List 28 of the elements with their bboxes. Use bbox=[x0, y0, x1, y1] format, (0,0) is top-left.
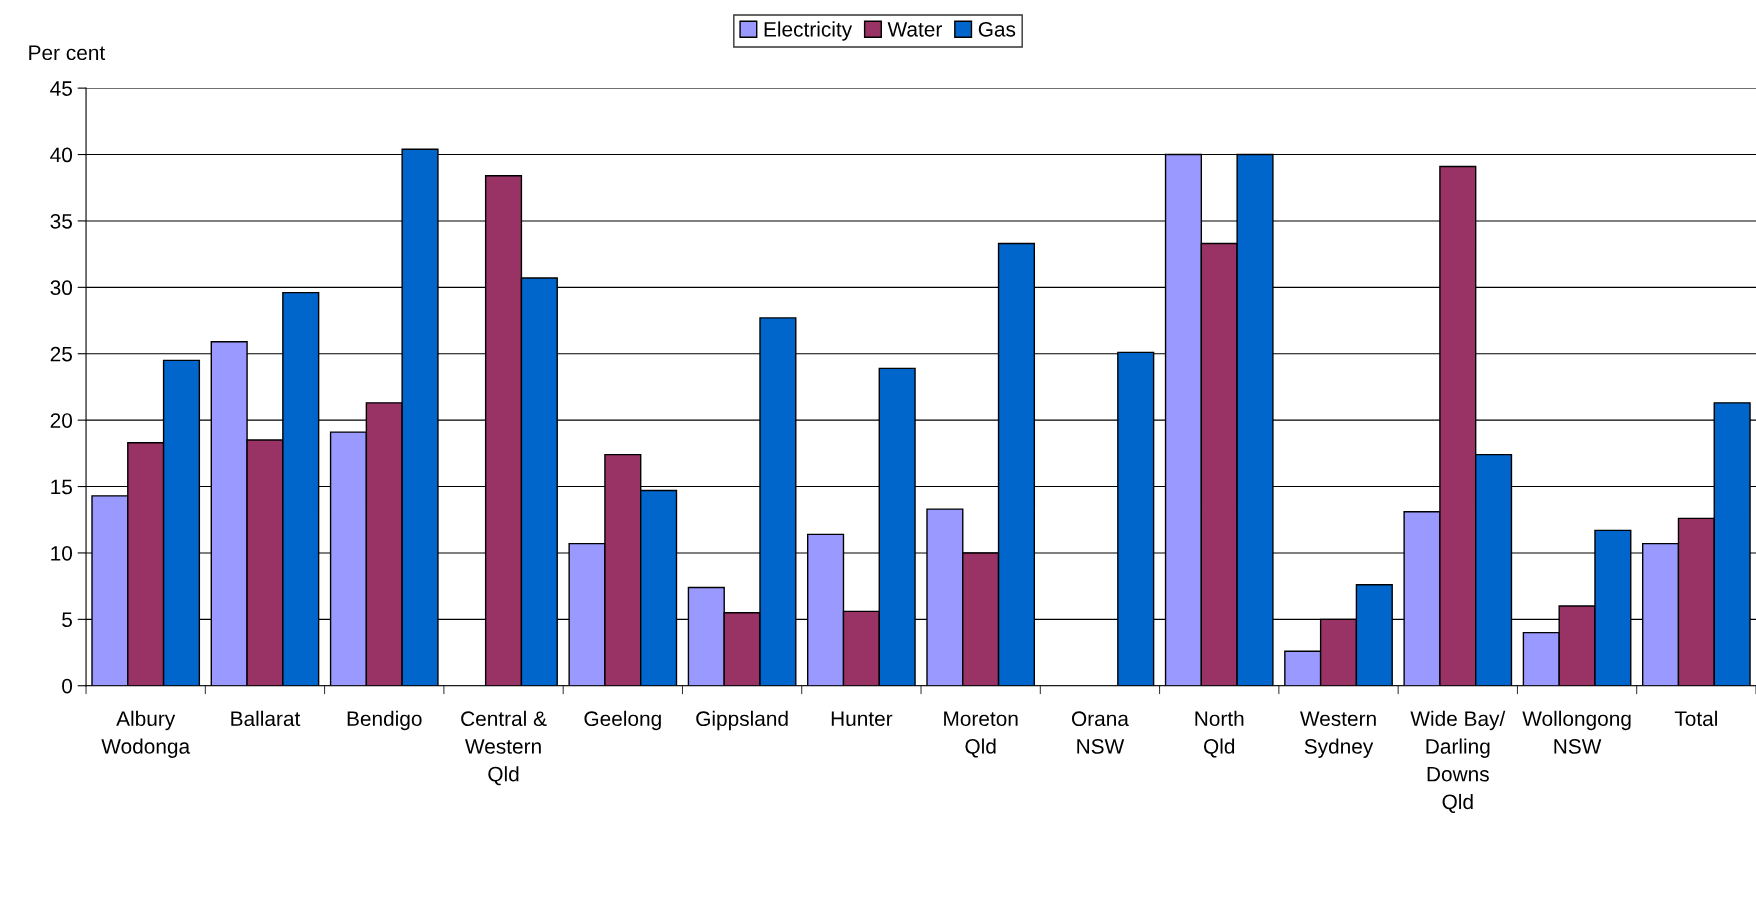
x-tick-label: Gippsland bbox=[696, 710, 788, 731]
legend-label: Electricity bbox=[764, 21, 853, 41]
y-tick-label: 30 bbox=[50, 280, 73, 296]
legend-label: Gas bbox=[978, 21, 1016, 37]
y-tick-label: 35 bbox=[50, 213, 72, 229]
y-tick-label: 10 bbox=[51, 545, 73, 561]
x-tick-label: Hunter bbox=[831, 711, 893, 727]
x-tick-label: Geelong bbox=[584, 710, 661, 731]
x-tick-label: Wollongong NSW bbox=[1522, 710, 1631, 754]
y-tick-label: 15 bbox=[51, 479, 72, 495]
x-tick-label: Total bbox=[1674, 710, 1717, 727]
x-tick-label: Wide Bay/ Darling Downs Qld bbox=[1410, 710, 1506, 813]
y-tick-label: 20 bbox=[50, 413, 73, 428]
x-tick-label: North Qld bbox=[1195, 710, 1244, 758]
x-tick-label: Albury Wodonga bbox=[101, 710, 191, 758]
x-tick-label: Ballarat bbox=[231, 710, 301, 727]
legend-label: Water bbox=[887, 22, 942, 37]
x-tick-label: Orana NSW bbox=[1071, 711, 1129, 754]
y-tick-label: 45 bbox=[50, 81, 72, 96]
y-axis-title: Per cent bbox=[29, 45, 106, 61]
x-tick-label: Central & Western Qld bbox=[461, 710, 547, 786]
x-tick-label: Bendigo bbox=[347, 710, 422, 731]
y-tick-label: 25 bbox=[50, 346, 72, 362]
y-tick-label: 40 bbox=[50, 147, 73, 163]
y-tick-label: 0 bbox=[62, 678, 73, 694]
x-tick-label: Western Sydney bbox=[1300, 711, 1376, 758]
y-tick-label: 5 bbox=[62, 612, 72, 628]
x-tick-label: Moreton Qld bbox=[944, 711, 1018, 758]
